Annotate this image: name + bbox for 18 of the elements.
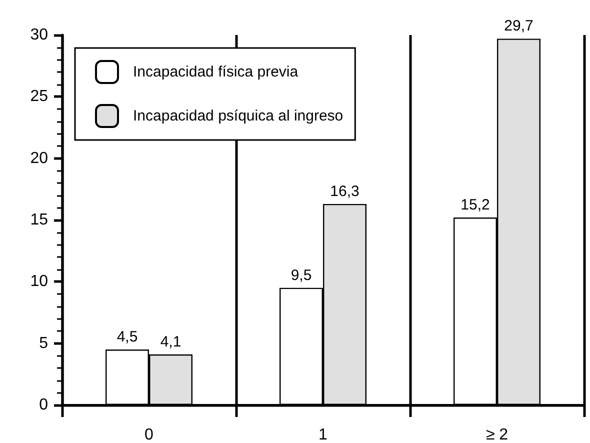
data-label: 4,5 [116, 328, 138, 346]
data-label: 16,3 [330, 182, 360, 200]
data-label: 4,1 [160, 333, 182, 350]
data-label: 15,2 [460, 196, 490, 214]
data-label: 9,5 [290, 266, 312, 284]
data-label: 29,7 [504, 18, 534, 35]
y-tick-label: 5 [39, 334, 48, 352]
y-tick-label: 20 [30, 150, 48, 167]
y-tick-label: 30 [30, 26, 48, 44]
y-tick-label: 25 [30, 88, 48, 106]
x-tick-label: ≥ 2 [486, 426, 508, 443]
y-tick-label: 10 [30, 273, 48, 290]
legend-label: Incapacidad psíquica al ingreso [133, 108, 344, 124]
x-tick-label: 1 [318, 426, 328, 443]
y-tick-label: 0 [39, 396, 48, 414]
y-tick-label: 15 [30, 212, 48, 228]
legend-label: Incapacidad física previa [133, 64, 299, 80]
x-tick-label: 0 [144, 426, 154, 443]
